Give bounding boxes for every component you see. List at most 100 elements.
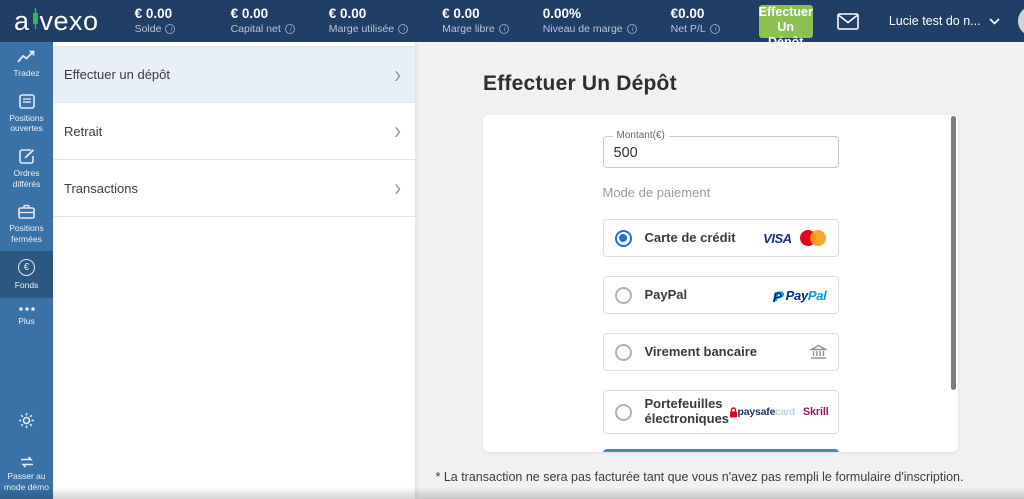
menu-item-retrait[interactable]: Retrait › <box>53 103 415 160</box>
sidebar-item-tradez[interactable]: Tradez <box>0 42 53 86</box>
stat-value: €0.00 <box>670 6 705 21</box>
payment-option-credit-card[interactable]: Carte de crédit VISA <box>602 219 839 257</box>
candlestick-icon <box>32 7 39 34</box>
payment-option-ewallets[interactable]: Portefeuilles électroniques paysafe card … <box>602 390 839 434</box>
stat-capital-net: € 0.00 Capital net <box>230 6 296 36</box>
transaction-footnote: * La transaction ne sera pas facturée ta… <box>435 470 964 484</box>
sidebar-item-label: Plus <box>18 316 35 326</box>
amount-field-label: Montant(€) <box>612 130 669 141</box>
amount-field-wrap: Montant(€) <box>602 130 839 168</box>
sidebar-item-label: Positions ouvertes <box>9 112 44 134</box>
page-title: Effectuer Un Dépôt <box>483 72 677 95</box>
payment-option-label: PayPal <box>644 286 688 302</box>
radio-unselected-icon[interactable] <box>614 343 632 361</box>
user-menu[interactable]: Lucie test do n... <box>889 6 1024 36</box>
sidebar-item-label: Tradez <box>13 68 40 78</box>
header-deposit-button[interactable]: Effectuer Un Dépôt <box>758 4 813 49</box>
stat-label: Niveau de marge <box>542 22 623 35</box>
ellipsis-icon <box>18 307 35 311</box>
switch-demo-mode-button[interactable]: Passer au mode démo <box>0 456 53 493</box>
menu-item-label: Transactions <box>64 180 138 196</box>
radio-unselected-icon[interactable] <box>614 403 632 421</box>
info-icon[interactable] <box>626 24 638 35</box>
payment-logos: paysafe card Skrill <box>729 406 829 418</box>
stat-niveau-de-marge: 0.00% Niveau de marge <box>542 6 638 36</box>
account-stats: € 0.00 Solde € 0.00 Capital net € 0.00 M… <box>135 6 733 36</box>
payment-method-label: Mode de paiement <box>602 185 711 200</box>
stat-label: Marge libre <box>442 22 495 35</box>
card-scrollbar[interactable] <box>951 116 956 390</box>
chevron-right-icon: › <box>394 117 401 145</box>
info-icon[interactable] <box>498 24 510 35</box>
mastercard-logo <box>799 229 827 247</box>
briefcase-icon <box>18 204 35 219</box>
menu-item-effectuer-un-depot[interactable]: Effectuer un dépôt › <box>53 46 415 103</box>
deposit-content: Effectuer Un Dépôt Montant(€) Mode de pa… <box>415 42 1024 499</box>
info-icon[interactable] <box>284 24 296 35</box>
sidebar-item-plus[interactable]: Plus <box>0 298 53 334</box>
payment-logos: VISA <box>763 229 827 247</box>
amount-input[interactable] <box>603 137 838 167</box>
left-sidebar: Tradez Positions ouvertes Ordres différé… <box>0 42 53 499</box>
stat-solde: € 0.00 Solde <box>135 6 197 36</box>
stat-net-pl: €0.00 Net P/L <box>671 6 733 36</box>
sidebar-item-label: Fonds <box>14 280 39 291</box>
edit-square-icon <box>18 149 34 164</box>
payment-option-label: Portefeuilles électroniques <box>644 396 730 426</box>
settings-button[interactable] <box>18 412 35 434</box>
swap-arrows-icon <box>20 456 33 468</box>
info-icon[interactable] <box>709 24 721 35</box>
payment-option-label: Carte de crédit <box>644 229 736 245</box>
alvexo-logo[interactable]: a vexo <box>14 7 99 35</box>
info-icon[interactable] <box>165 24 176 35</box>
stat-label: Marge utilisée <box>328 22 395 35</box>
radio-selected-icon[interactable] <box>614 229 632 247</box>
stat-label: Capital net <box>230 22 281 35</box>
chevron-right-icon: › <box>394 174 401 202</box>
menu-item-transactions[interactable]: Transactions › <box>53 160 415 217</box>
stat-value: € 0.00 <box>134 6 173 21</box>
stat-value: 0.00% <box>542 6 581 21</box>
sidebar-item-fonds[interactable]: € Fonds <box>0 251 53 298</box>
sidebar-item-positions-fermees[interactable]: Positions fermées <box>0 196 53 251</box>
demo-mode-label: Passer au mode démo <box>4 470 49 492</box>
stat-marge-utilisee: € 0.00 Marge utilisée <box>328 6 409 36</box>
trend-chart-icon <box>17 50 35 63</box>
stat-marge-libre: € 0.00 Marge libre <box>442 6 510 36</box>
radio-unselected-icon[interactable] <box>614 286 632 304</box>
submit-deposit-button[interactable]: Soumettre <box>602 449 839 452</box>
stat-value: € 0.00 <box>230 6 269 21</box>
menu-item-label: Effectuer un dépôt <box>64 67 171 82</box>
chevron-down-icon <box>989 17 1000 25</box>
deposit-card: Montant(€) Mode de paiement Carte de cré… <box>483 115 958 452</box>
bank-icon <box>809 344 827 359</box>
info-icon[interactable] <box>398 24 409 35</box>
user-name: Lucie test do n... <box>888 14 981 28</box>
paysafecard-logo: paysafe card <box>729 406 795 418</box>
visa-logo: VISA <box>763 230 792 246</box>
euro-circle-icon: € <box>18 259 35 277</box>
lock-icon <box>729 406 737 417</box>
stat-label: Solde <box>134 22 162 35</box>
stat-label: Net P/L <box>670 22 706 35</box>
sidebar-item-label: Ordres différés <box>12 167 41 189</box>
sidebar-bottom: Passer au mode démo <box>0 412 53 499</box>
logo-text-rest: vexo <box>39 6 99 36</box>
menu-item-label: Retrait <box>64 123 103 139</box>
gear-icon <box>19 412 34 428</box>
avatar[interactable] <box>1017 6 1024 36</box>
messages-button[interactable] <box>837 12 859 30</box>
envelope-icon <box>837 12 859 30</box>
stat-value: € 0.00 <box>442 6 480 21</box>
payment-logos <box>809 344 827 360</box>
payment-option-bank-transfer[interactable]: Virement bancaire <box>602 333 839 371</box>
sidebar-item-positions-ouvertes[interactable]: Positions ouvertes <box>0 86 53 141</box>
sidebar-item-ordres-differes[interactable]: Ordres différés <box>0 141 53 196</box>
list-doc-icon <box>18 93 35 109</box>
sidebar-item-label: Positions fermées <box>9 223 44 244</box>
